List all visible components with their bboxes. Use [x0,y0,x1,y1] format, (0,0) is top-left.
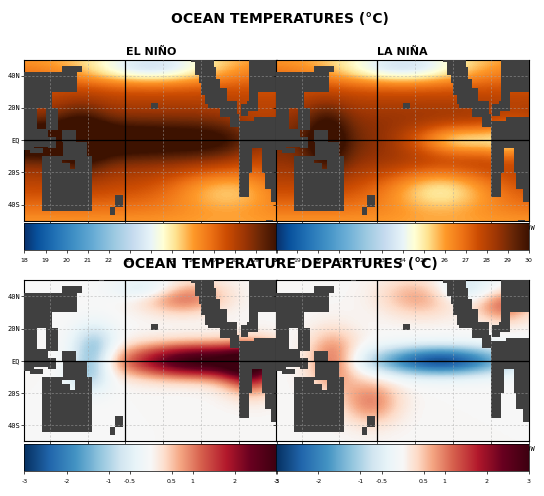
Text: OCEAN TEMPERATURES (°C): OCEAN TEMPERATURES (°C) [171,12,389,26]
Text: OCEAN TEMPERATURE DEPARTURES (°C): OCEAN TEMPERATURE DEPARTURES (°C) [123,257,437,271]
Text: LA NIÑA: LA NIÑA [377,47,428,57]
Text: EL NIÑO: EL NIÑO [126,47,176,57]
